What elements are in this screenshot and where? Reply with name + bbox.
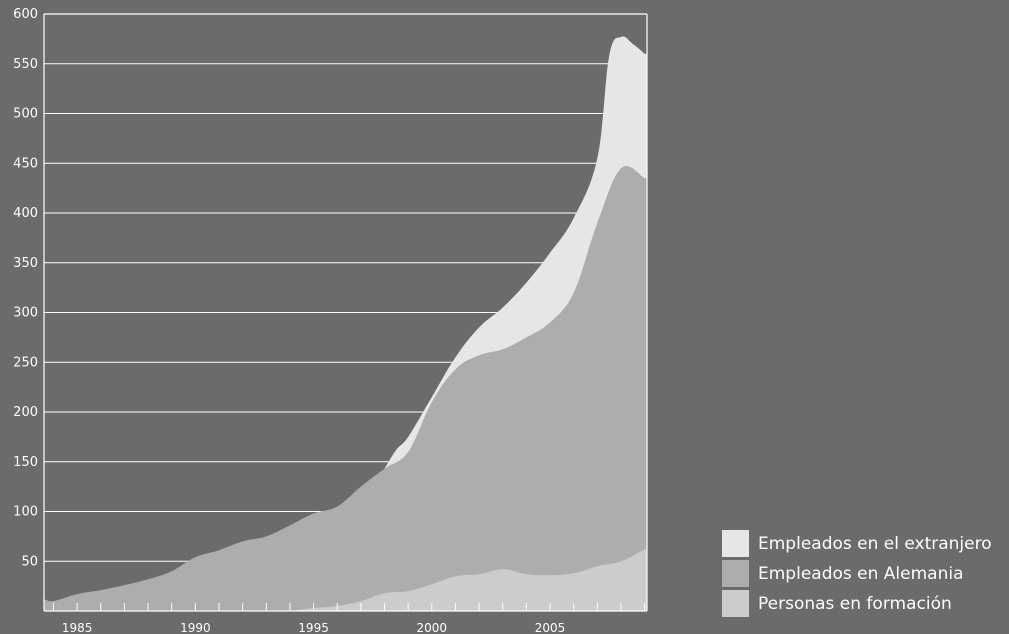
y-axis-ticks: 50 100 150 200 250 300 350 400 450 500 550 600	[13, 7, 38, 569]
legend-item-foreign: Empleados en el extranjero	[722, 530, 1009, 557]
y-tick-label-600: 600	[13, 7, 38, 22]
legend-swatch-trainees	[722, 590, 749, 617]
area-trainees	[289, 549, 647, 611]
plot-frame	[43, 13, 648, 612]
legend-label-foreign: Empleados en el extranjero	[758, 533, 992, 554]
y-tick-label-550: 550	[13, 57, 38, 72]
x-axis-ticks: 1985 1990 1995 2000 2005	[52, 603, 646, 634]
legend: Empleados en el extranjero Empleados en …	[722, 530, 1009, 620]
y-tick-label-250: 250	[13, 355, 38, 370]
legend-swatch-foreign	[722, 530, 749, 557]
y-tick-label-50: 50	[21, 554, 38, 569]
legend-item-trainees: Personas en formación	[722, 590, 1009, 617]
x-tick-label-1985: 1985	[62, 621, 93, 634]
y-tick-label-150: 150	[13, 455, 38, 470]
x-tick-label-2005: 2005	[535, 621, 566, 634]
y-tick-label-350: 350	[13, 256, 38, 271]
legend-item-germany: Empleados en Alemania	[722, 560, 1009, 587]
legend-label-germany: Empleados en Alemania	[758, 563, 964, 584]
x-tick-label-1995: 1995	[298, 621, 329, 634]
x-tick-label-2000: 2000	[417, 621, 448, 634]
area-germany	[44, 165, 647, 611]
legend-swatch-germany	[722, 560, 749, 587]
legend-label-trainees: Personas en formación	[758, 593, 952, 614]
y-tick-label-100: 100	[13, 505, 38, 520]
y-tick-label-400: 400	[13, 206, 38, 221]
y-tick-label-450: 450	[13, 156, 38, 171]
y-tick-label-200: 200	[13, 405, 38, 420]
x-tick-label-1990: 1990	[180, 621, 211, 634]
area-series	[44, 36, 647, 612]
y-tick-label-500: 500	[13, 107, 38, 122]
y-tick-label-300: 300	[13, 306, 38, 321]
